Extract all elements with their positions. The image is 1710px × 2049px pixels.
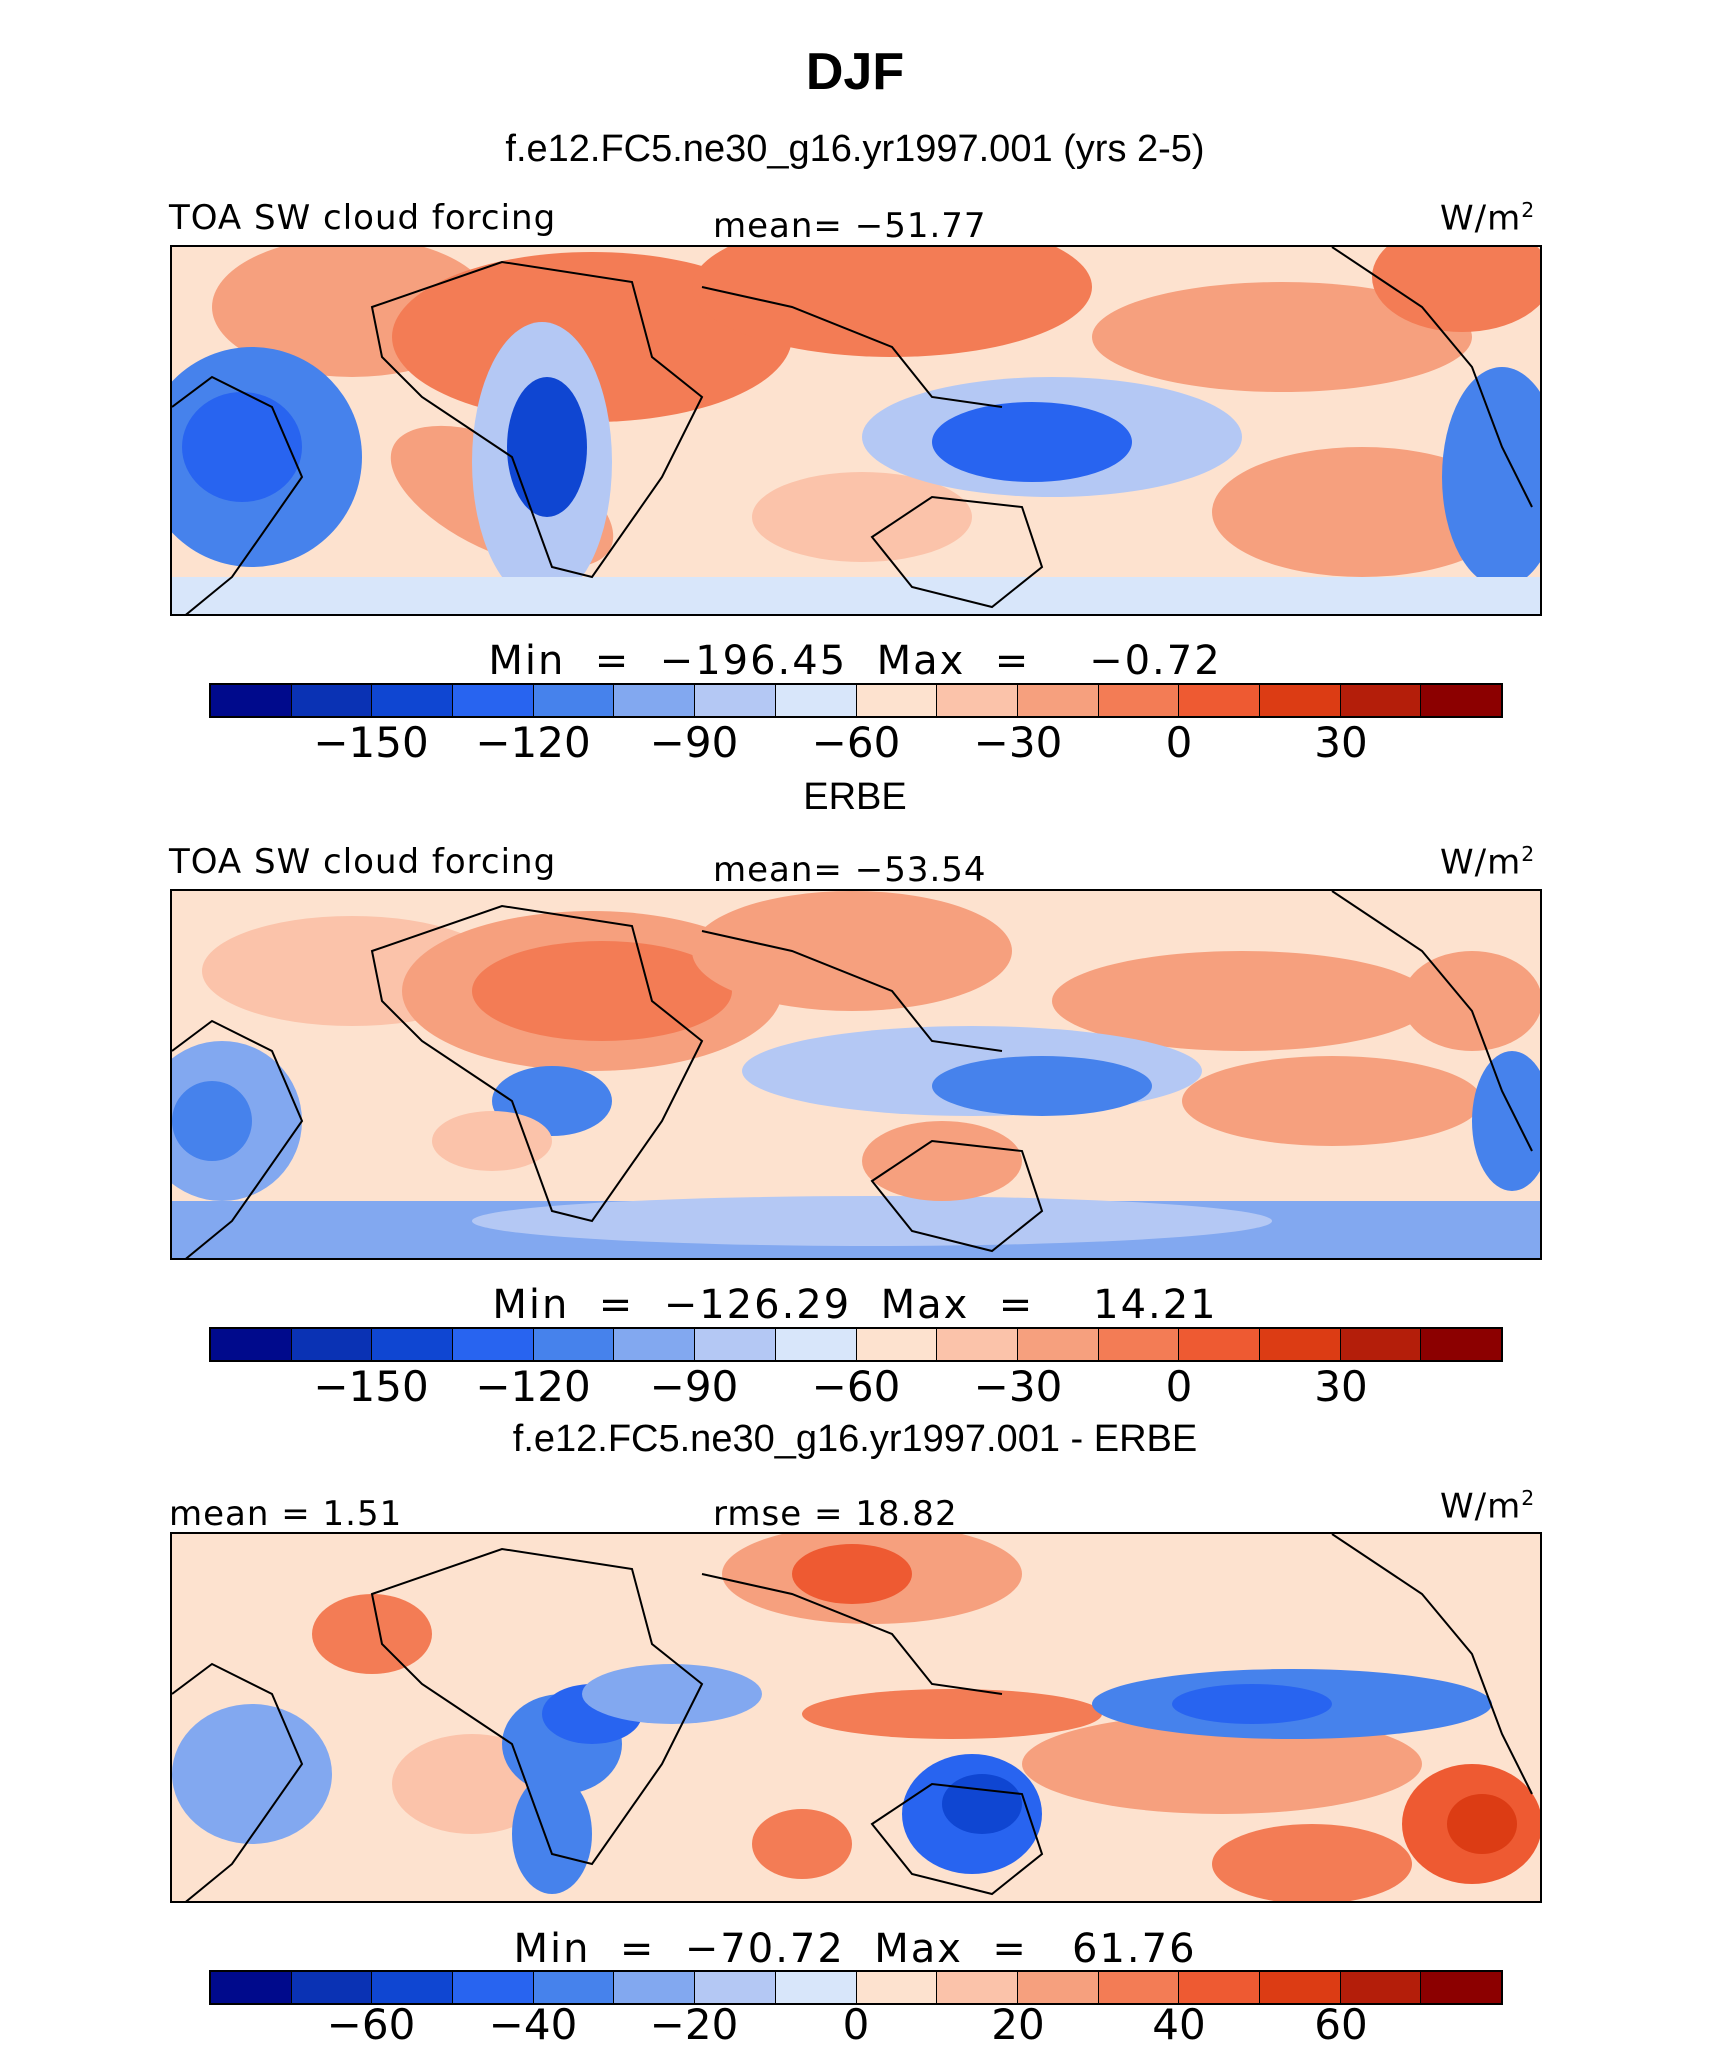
colorbar-box — [775, 685, 857, 716]
colorbar-box — [614, 1972, 696, 2003]
colorbar-tick: −120 — [475, 718, 591, 767]
colorbar-box — [1340, 1329, 1422, 1360]
colorbar-box — [291, 685, 373, 716]
colorbar-box — [533, 685, 615, 716]
panel-1-subtitle: f.e12.FC5.ne30_g16.yr1997.001 (yrs 2-5) — [505, 128, 1205, 170]
figure-title: DJF — [805, 43, 905, 101]
panel-1-minmax: Min = −196.45 Max = −0.72 — [488, 638, 1222, 684]
colorbar-tick: −60 — [811, 1362, 901, 1411]
colorbar-box — [1017, 1972, 1099, 2003]
colorbar-box — [1098, 1972, 1180, 2003]
panel-1-map — [170, 245, 1542, 616]
colorbar-tick: 60 — [1314, 2000, 1368, 2049]
colorbar-box — [695, 685, 776, 716]
panel-3-units: W/m2 — [1440, 1486, 1536, 1527]
panel-1-units: W/m2 — [1440, 198, 1536, 239]
colorbar-tick: 0 — [842, 2000, 870, 2049]
colorbar-tick: 30 — [1314, 1362, 1368, 1411]
panel-2-subtitle: ERBE — [803, 776, 907, 818]
colorbar-box — [1098, 685, 1180, 716]
colorbar-box — [1098, 1329, 1180, 1360]
colorbar-box — [211, 1329, 292, 1360]
colorbar-box — [1340, 1972, 1422, 2003]
panel-2-minmax: Min = −126.29 Max = 14.21 — [492, 1282, 1218, 1328]
colorbar-box — [614, 1329, 696, 1360]
colorbar-box — [937, 685, 1018, 716]
panel-3-map — [170, 1532, 1542, 1903]
colorbar-tick: 20 — [991, 2000, 1045, 2049]
colorbar-box — [1340, 685, 1422, 716]
colorbar-box — [291, 1972, 373, 2003]
colorbar-tick: −40 — [488, 2000, 578, 2049]
colorbar-box — [372, 1329, 454, 1360]
panel-3-colorbar — [209, 1970, 1503, 2005]
colorbar-box — [453, 1972, 534, 2003]
panel-2-colorbar — [209, 1327, 1503, 1362]
colorbar-box — [1179, 685, 1260, 716]
colorbar-box — [533, 1972, 615, 2003]
panel-1-colorbar — [209, 683, 1503, 718]
panel-2-mean-label: mean= −53.54 — [713, 850, 987, 890]
colorbar-tick: −30 — [973, 718, 1063, 767]
colorbar-box — [211, 1972, 292, 2003]
colorbar-tick: 0 — [1165, 718, 1193, 767]
panel-3-minmax: Min = −70.72 Max = 61.76 — [513, 1926, 1197, 1972]
colorbar-box — [372, 1972, 454, 2003]
colorbar-tick: −60 — [326, 2000, 416, 2049]
panel-2-variable-label: TOA SW cloud forcing — [169, 842, 557, 882]
colorbar-box — [453, 1329, 534, 1360]
colorbar-box — [937, 1329, 1018, 1360]
colorbar-box — [533, 1329, 615, 1360]
colorbar-box — [695, 1329, 776, 1360]
colorbar-box — [1421, 1972, 1501, 2003]
colorbar-box — [1259, 1329, 1341, 1360]
colorbar-tick: −60 — [811, 718, 901, 767]
panel-2-map — [170, 889, 1542, 1260]
panel-3-mean-label: mean = 1.51 — [169, 1494, 403, 1534]
colorbar-box — [1017, 1329, 1099, 1360]
colorbar-box — [1179, 1329, 1260, 1360]
panel-2-units: W/m2 — [1440, 842, 1536, 883]
colorbar-box — [453, 685, 534, 716]
colorbar-box — [856, 1329, 938, 1360]
colorbar-box — [775, 1329, 857, 1360]
colorbar-box — [856, 1972, 938, 2003]
colorbar-box — [1259, 1972, 1341, 2003]
colorbar-tick: −150 — [313, 1362, 429, 1411]
colorbar-tick: −120 — [475, 1362, 591, 1411]
colorbar-tick: −30 — [973, 1362, 1063, 1411]
colorbar-tick: −150 — [313, 718, 429, 767]
panel-3-subtitle: f.e12.FC5.ne30_g16.yr1997.001 - ERBE — [512, 1418, 1198, 1460]
panel-1-variable-label: TOA SW cloud forcing — [169, 198, 557, 238]
colorbar-tick: 30 — [1314, 718, 1368, 767]
colorbar-tick: −20 — [649, 2000, 739, 2049]
colorbar-tick: −90 — [649, 1362, 739, 1411]
colorbar-box — [1421, 1329, 1501, 1360]
colorbar-box — [1259, 685, 1341, 716]
colorbar-box — [937, 1972, 1018, 2003]
colorbar-box — [211, 685, 292, 716]
colorbar-box — [1421, 685, 1501, 716]
colorbar-tick: 40 — [1152, 2000, 1206, 2049]
colorbar-box — [775, 1972, 857, 2003]
colorbar-box — [1017, 685, 1099, 716]
panel-3-rmse-label: rmse = 18.82 — [713, 1494, 958, 1534]
colorbar-box — [1179, 1972, 1260, 2003]
colorbar-tick: −90 — [649, 718, 739, 767]
colorbar-box — [856, 685, 938, 716]
colorbar-box — [614, 685, 696, 716]
panel-1-mean-label: mean= −51.77 — [713, 206, 987, 246]
colorbar-box — [291, 1329, 373, 1360]
colorbar-box — [695, 1972, 776, 2003]
colorbar-box — [372, 685, 454, 716]
colorbar-tick: 0 — [1165, 1362, 1193, 1411]
